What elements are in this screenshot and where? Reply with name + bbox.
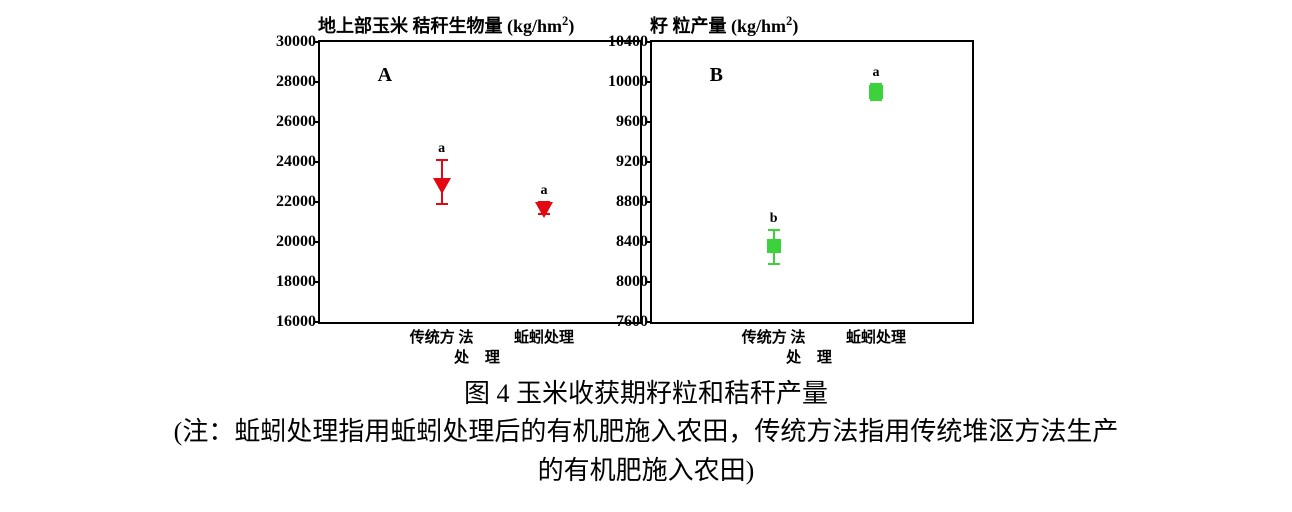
charts-row: 地上部玉米 秸秆生物量 (kg/hm2) 1600018000200002200… xyxy=(0,0,1292,324)
chart-b-plot: 7600800084008800920096001000010400传统方 法蚯… xyxy=(650,40,974,324)
ytick-mark xyxy=(646,121,652,123)
chart-b-title-post: ) xyxy=(792,16,798,36)
panel-label: A xyxy=(378,64,392,87)
chart-a: 地上部玉米 秸秆生物量 (kg/hm2) 1600018000200002200… xyxy=(318,12,642,324)
point-label: b xyxy=(770,211,778,227)
ytick-mark xyxy=(646,41,652,43)
ytick-mark xyxy=(314,121,320,123)
ytick-mark xyxy=(646,321,652,323)
ytick-mark xyxy=(314,81,320,83)
chart-a-plot: 1600018000200002200024000260002800030000… xyxy=(318,40,642,324)
xtick-label: 蚯蚓处理 xyxy=(846,322,906,347)
ytick-mark xyxy=(646,281,652,283)
ytick-mark xyxy=(646,81,652,83)
data-marker xyxy=(433,178,451,194)
point-label: a xyxy=(541,183,548,199)
ytick-mark xyxy=(646,241,652,243)
point-label: a xyxy=(438,141,445,157)
chart-a-title: 地上部玉米 秸秆生物量 (kg/hm2) xyxy=(318,12,642,38)
ytick-mark xyxy=(646,201,652,203)
chart-b-title: 籽 粒产量 (kg/hm2) xyxy=(650,12,974,38)
chart-a-title-post: ) xyxy=(568,16,574,36)
data-marker xyxy=(535,202,553,218)
figure-note-line1: (注：蚯蚓处理指用蚯蚓处理后的有机肥施入农田，传统方法指用传统堆沤方法生产 xyxy=(0,412,1292,451)
xaxis-title: 处 理 xyxy=(454,322,506,367)
xaxis-title: 处 理 xyxy=(786,322,838,367)
ytick-mark xyxy=(314,161,320,163)
chart-b-title-pre: 籽 粒产量 (kg/hm xyxy=(650,16,786,36)
ytick-mark xyxy=(314,321,320,323)
data-marker xyxy=(869,85,883,99)
error-cap xyxy=(436,159,448,161)
xtick-label: 蚯蚓处理 xyxy=(514,322,574,347)
ytick-mark xyxy=(314,241,320,243)
figure-note-line2: 的有机肥施入农田) xyxy=(0,451,1292,490)
error-cap xyxy=(768,229,780,231)
ytick-mark xyxy=(314,41,320,43)
point-label: a xyxy=(873,65,880,81)
figure-caption: 图 4 玉米收获期籽粒和秸秆产量 xyxy=(0,376,1292,412)
ytick-mark xyxy=(314,281,320,283)
ytick-mark xyxy=(646,161,652,163)
panel-label: B xyxy=(710,64,723,87)
chart-b: 籽 粒产量 (kg/hm2) 7600800084008800920096001… xyxy=(650,12,974,324)
ytick-mark xyxy=(314,201,320,203)
error-cap xyxy=(436,203,448,205)
error-cap xyxy=(870,99,882,101)
error-cap xyxy=(768,263,780,265)
chart-a-title-pre: 地上部玉米 秸秆生物量 (kg/hm xyxy=(318,16,562,36)
data-marker xyxy=(767,239,781,253)
